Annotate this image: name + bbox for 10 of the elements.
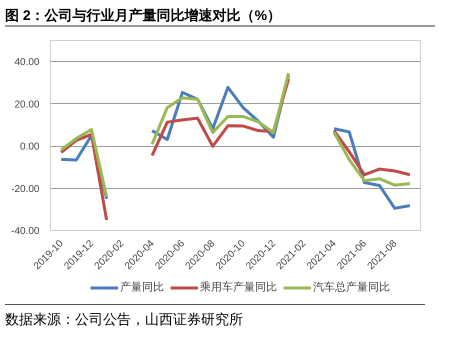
y-tick-label: 20.00 xyxy=(14,99,40,110)
chart-title: 图 2：公司与行业月产量同比增速对比（%） xyxy=(5,6,282,25)
legend-label: 汽车总产量同比 xyxy=(313,280,390,294)
y-tick-label: 40.00 xyxy=(14,57,40,68)
legend-label: 乘用车产量同比 xyxy=(200,280,277,294)
source-note: 数据来源：公司公告，山西证券研究所 xyxy=(5,310,243,329)
y-tick-label: -40.00 xyxy=(11,226,40,237)
y-tick-label: -20.00 xyxy=(11,184,40,195)
legend-label: 产量同比 xyxy=(120,280,164,294)
y-tick-label: 0.00 xyxy=(20,142,40,153)
